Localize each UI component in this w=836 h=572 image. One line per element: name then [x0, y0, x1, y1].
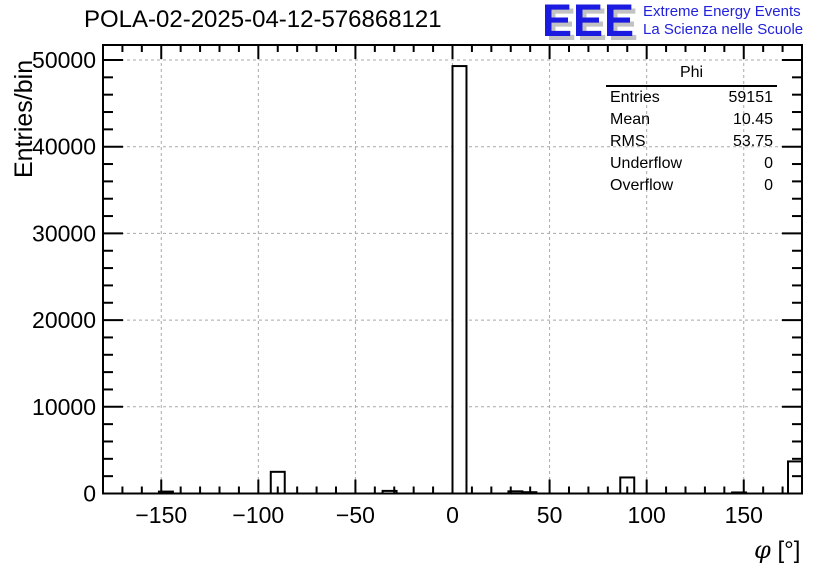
stats-label: Entries — [610, 89, 660, 106]
eee-logo: EEE Extreme Energy Events La Scienza nel… — [542, 0, 803, 46]
histogram-bar — [787, 460, 804, 495]
stats-row-rms: RMS 53.75 — [606, 131, 777, 153]
stats-value: 59151 — [728, 89, 774, 106]
stats-row-overflow: Overflow 0 — [606, 175, 777, 197]
x-tick-label: −150 — [135, 502, 187, 528]
x-tick-label: −100 — [232, 502, 284, 528]
histogram-bar — [451, 65, 468, 495]
y-tick-label: 20000 — [32, 307, 96, 333]
logo-subtitle-line2: La Scienza nelle Scuole — [643, 21, 804, 38]
x-axis-units: [°] — [770, 537, 801, 564]
x-tick-label: 0 — [446, 502, 459, 528]
phi-symbol: φ — [754, 536, 771, 564]
y-axis-title: Entries/bin — [10, 59, 38, 178]
stats-value: 10.45 — [732, 111, 773, 128]
stats-value: 53.75 — [732, 133, 773, 150]
eee-logo-text: EEE — [542, 0, 636, 46]
y-tick-label: 0 — [83, 481, 96, 507]
y-tick-label: 10000 — [32, 394, 96, 420]
x-tick-label: 150 — [725, 502, 763, 528]
stats-value: 0 — [764, 155, 773, 172]
logo-subtitle-line1: Extreme Energy Events — [643, 3, 801, 20]
stats-box: Phi Entries 59151 Mean 10.45 RMS 53.75 Underfl… — [606, 64, 777, 197]
stats-label: Mean — [610, 111, 651, 128]
stats-rows: Entries 59151 Mean 10.45 RMS 53.75 Underflow 0 O… — [606, 87, 777, 197]
x-axis-title: φ [°] — [754, 536, 800, 565]
stats-row-underflow: Underflow 0 — [606, 153, 777, 175]
stats-value: 0 — [764, 177, 773, 194]
y-tick-label: 40000 — [32, 134, 96, 160]
y-tick-label: 30000 — [32, 220, 96, 246]
stats-row-entries: Entries 59151 — [606, 87, 777, 109]
stats-label: RMS — [610, 133, 646, 150]
plot-title: POLA-02-2025-04-12-576868121 — [84, 6, 442, 33]
y-tick-label: 50000 — [32, 47, 96, 73]
stats-label: Overflow — [610, 177, 674, 194]
x-tick-label: 50 — [537, 502, 563, 528]
x-tick-label: 100 — [627, 502, 665, 528]
x-tick-label: −50 — [336, 502, 375, 528]
eee-logo-subtitle: Extreme Energy Events La Scienza nelle S… — [643, 3, 803, 39]
stats-row-mean: Mean 10.45 — [606, 109, 777, 131]
stats-title: Phi — [606, 64, 777, 87]
stats-label: Underflow — [610, 155, 683, 172]
